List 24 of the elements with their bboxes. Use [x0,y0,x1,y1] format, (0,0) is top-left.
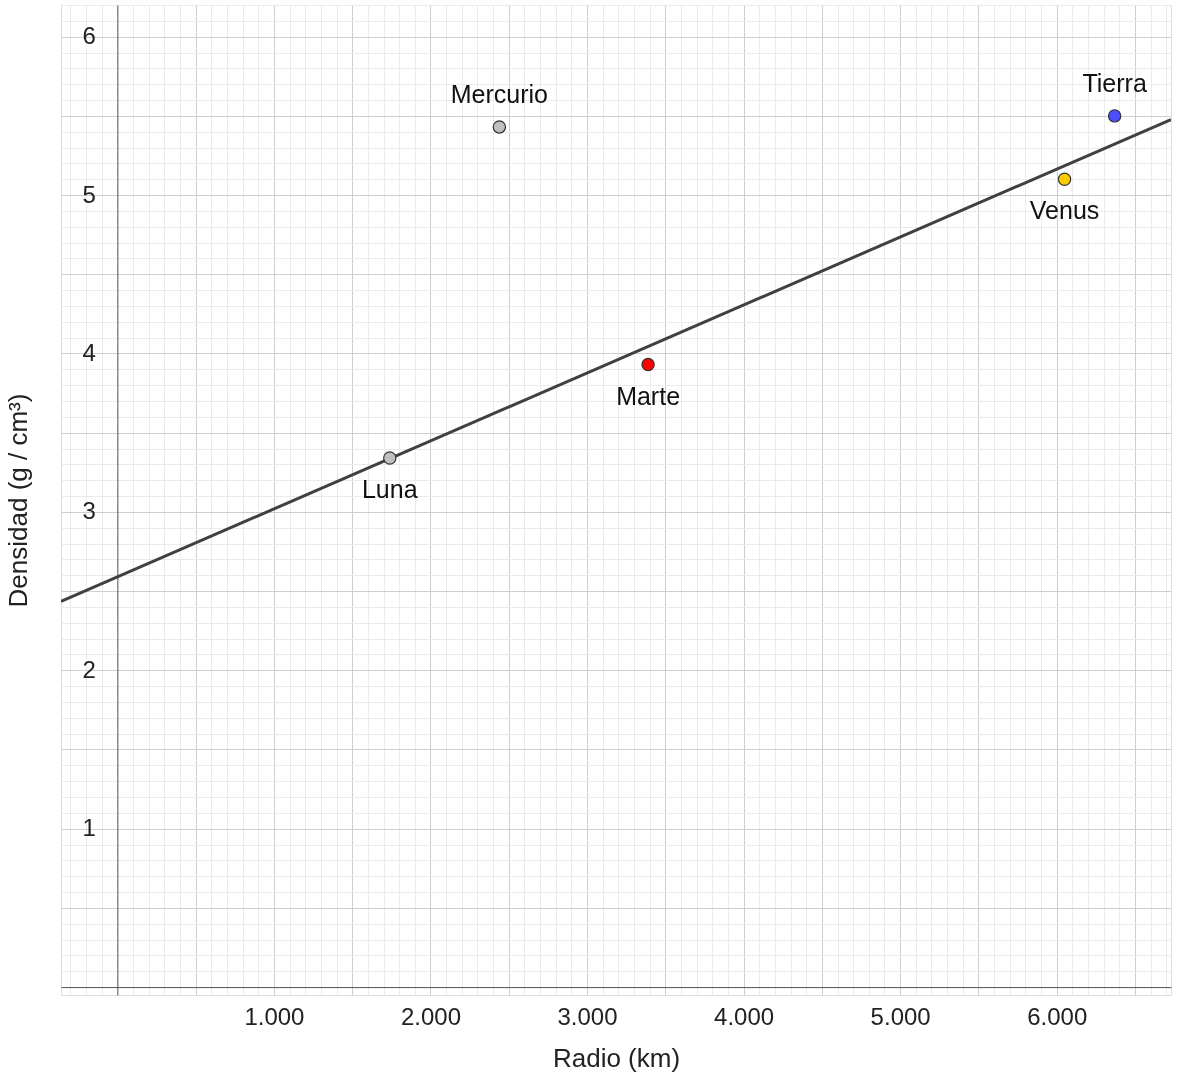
y-axis-title: Densidad (g / cm³) [2,393,33,608]
annotation: Mercurio [450,79,548,108]
x-tick-label: 6.000 [1027,1002,1088,1030]
annotation: Marte [616,381,681,410]
x-tick-label: 3.000 [557,1002,618,1030]
y-tick-label: 4 [82,338,96,366]
x-axis-title: Radio (km) [552,1042,681,1073]
y-tick-label: 6 [82,22,96,50]
x-tick-label: 5.000 [870,1002,931,1030]
y-tick-label: 1 [82,814,96,842]
y-tick-label: 3 [82,497,96,525]
annotation: Luna [361,475,418,504]
point [492,120,507,134]
point [383,451,397,465]
point [641,357,655,372]
point [1107,109,1122,123]
x-tick-label: 2.000 [400,1002,462,1030]
annotation: Tierra [1082,68,1147,97]
x-tick-label: 4.000 [714,1002,775,1030]
annotation: Venus [1029,196,1100,225]
y-tick-label: 5 [82,180,96,208]
x-tick-label: 1.000 [244,1002,305,1030]
y-tick-label: 2 [82,655,96,683]
point [1057,172,1072,186]
